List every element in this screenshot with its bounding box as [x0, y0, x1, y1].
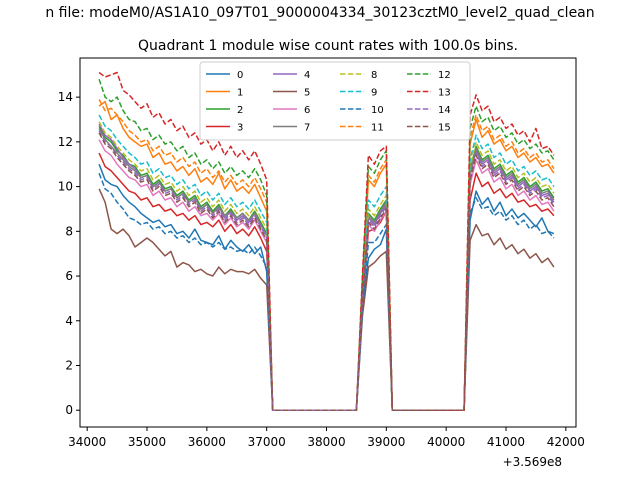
legend-label-8: 8 [371, 70, 377, 81]
y-tick-label: 12 [58, 135, 73, 149]
x-axis-offset-label: +3.569e8 [503, 455, 562, 469]
x-tick-label: 40000 [427, 435, 465, 449]
x-tick-label: 34000 [68, 435, 106, 449]
x-tick-label: 35000 [128, 435, 166, 449]
y-tick-label: 0 [65, 403, 73, 417]
legend-label-6: 6 [304, 105, 310, 116]
legend-label-2: 2 [237, 105, 243, 116]
legend-label-1: 1 [237, 88, 243, 99]
series-layer [98, 71, 555, 411]
figure-suptitle: n file: modeM0/AS1A10_097T01_9000004334_… [45, 5, 594, 21]
chart-title: Quadrant 1 module wise count rates with … [138, 38, 518, 54]
legend-label-9: 9 [371, 88, 377, 99]
x-tick-label: 39000 [367, 435, 405, 449]
x-tick-label: 42000 [547, 435, 585, 449]
series-line-9 [98, 114, 555, 411]
axes-layer: 34000 35000 36000 37000 38000 39000 40000 41000… [58, 90, 585, 449]
y-tick-label: 10 [58, 180, 73, 194]
x-tick-label: 36000 [188, 435, 226, 449]
x-tick-label: 38000 [307, 435, 345, 449]
legend-label-5: 5 [304, 88, 310, 99]
legend-label-12: 12 [438, 70, 451, 81]
y-tick-label: 2 [65, 359, 73, 373]
legend-box [199, 61, 471, 141]
y-tick-label: 4 [65, 314, 73, 328]
series-line-8 [98, 121, 555, 411]
legend-label-15: 15 [438, 123, 451, 134]
x-tick-label: 41000 [487, 435, 525, 449]
legend-label-3: 3 [237, 123, 243, 134]
series-line-13 [98, 71, 555, 411]
legend-label-7: 7 [304, 123, 310, 134]
legend-label-11: 11 [371, 123, 384, 134]
series-line-15 [98, 132, 555, 411]
series-line-10 [98, 172, 555, 411]
y-tick-label: 6 [65, 269, 73, 283]
legend-label-14: 14 [438, 105, 451, 116]
legend-label-4: 4 [304, 70, 310, 81]
legend-label-13: 13 [438, 88, 451, 99]
y-tick-label: 14 [58, 90, 73, 104]
y-tick-label: 8 [65, 224, 73, 238]
plot-frame [79, 57, 577, 428]
legend-label-10: 10 [371, 105, 384, 116]
x-tick-label: 37000 [248, 435, 286, 449]
legend-label-0: 0 [237, 70, 243, 81]
